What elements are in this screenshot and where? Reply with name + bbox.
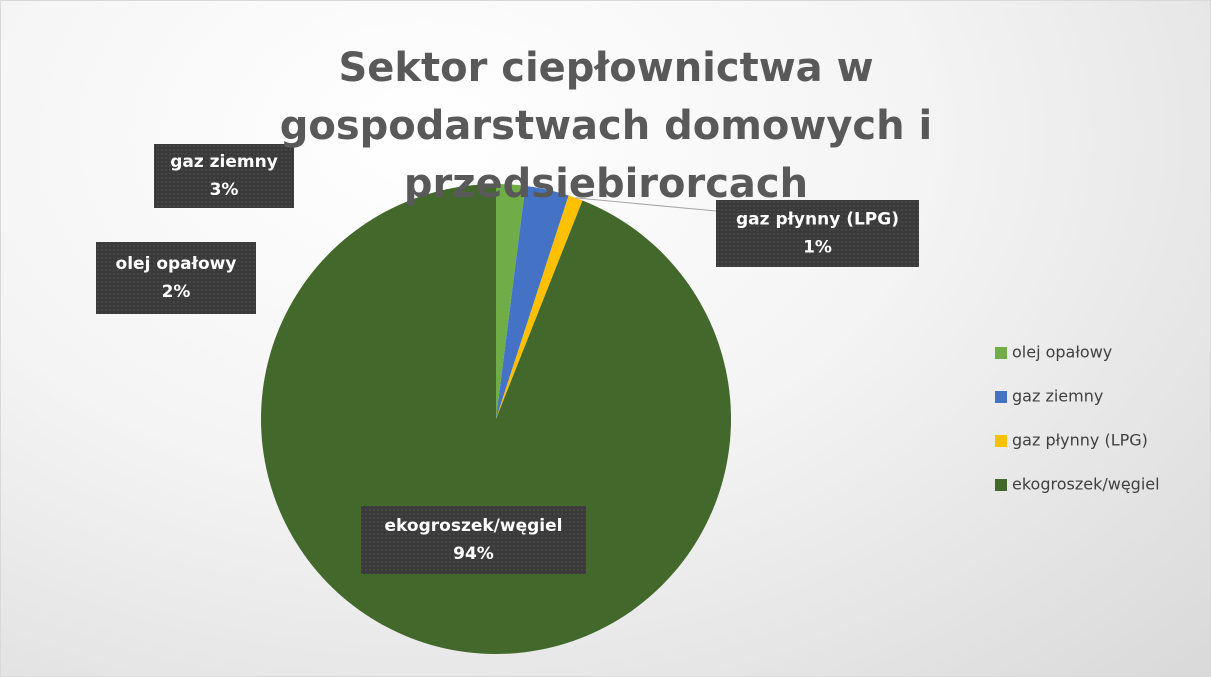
legend-label: ekogroszek/węgiel (1012, 475, 1160, 494)
data-label-name: olej opałowy (116, 254, 237, 274)
label-box (361, 506, 586, 574)
pie-slice (496, 195, 583, 419)
chart-title: Sektor ciepłownictwa w gospodarstwach do… (279, 45, 933, 207)
data-label-name: gaz ziemny (170, 152, 278, 172)
legend-label: gaz ziemny (1012, 387, 1103, 406)
label-box (716, 200, 919, 267)
data-label-value: 3% (210, 180, 239, 200)
data-label-name: gaz płynny (LPG) (736, 210, 899, 230)
pie-slice (496, 185, 569, 419)
label-box (96, 242, 256, 314)
data-label-value: 94% (453, 544, 494, 564)
legend-swatch (995, 391, 1007, 403)
pie-slice (496, 184, 526, 419)
data-label-value: 2% (162, 282, 191, 302)
legend-label: gaz płynny (LPG) (1012, 431, 1148, 450)
legend-swatch (995, 479, 1007, 491)
label-box (154, 144, 294, 208)
data-label-value: 1% (803, 238, 832, 258)
legend-label: olej opałowy (1012, 343, 1112, 362)
leader-line (575, 197, 717, 212)
legend-swatch (995, 347, 1007, 359)
data-label-name: ekogroszek/węgiel (385, 516, 563, 536)
legend-swatch (995, 435, 1007, 447)
